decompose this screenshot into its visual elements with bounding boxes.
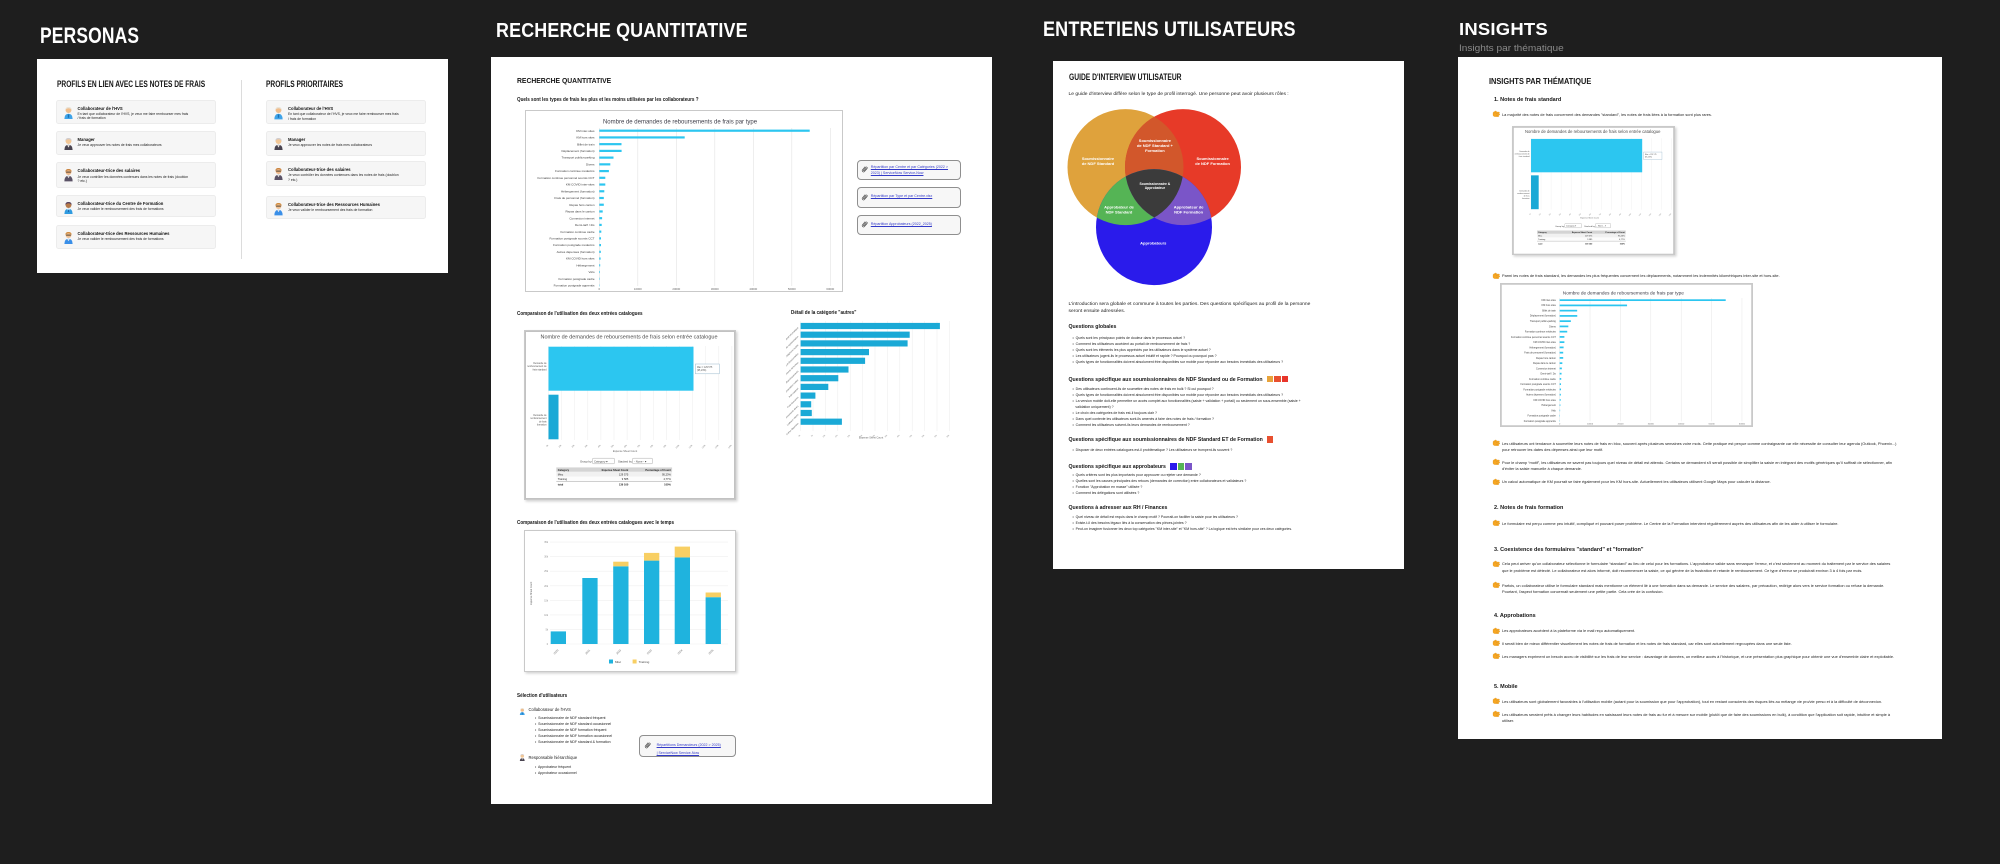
svg-text:30k: 30k bbox=[872, 435, 876, 439]
svg-text:2024: 2024 bbox=[676, 647, 683, 654]
svg-text:Soumissionnaire &: Soumissionnaire & bbox=[1140, 182, 1171, 186]
svg-text:60k: 60k bbox=[947, 435, 951, 439]
svg-text:55k: 55k bbox=[934, 435, 938, 439]
svg-text:Expense Sheet Count: Expense Sheet Count bbox=[859, 437, 884, 440]
svg-text:Approbateur de: Approbateur de bbox=[1174, 205, 1205, 210]
svg-text:40k: 40k bbox=[897, 435, 901, 439]
svg-text:35k: 35k bbox=[544, 542, 549, 544]
svg-text:30k: 30k bbox=[544, 556, 549, 558]
svg-text:0k: 0k bbox=[798, 435, 801, 438]
svg-text:NDF Formation: NDF Formation bbox=[1174, 210, 1203, 215]
svg-text:Soumissionnaire: Soumissionnaire bbox=[1139, 138, 1172, 143]
svg-text:5k: 5k bbox=[545, 629, 548, 631]
svg-text:15k: 15k bbox=[544, 600, 549, 602]
svg-text:2022: 2022 bbox=[615, 647, 622, 654]
svg-text:5k: 5k bbox=[811, 435, 814, 438]
svg-text:Expense Sheet Count: Expense Sheet Count bbox=[530, 581, 533, 605]
svg-text:2025: 2025 bbox=[707, 647, 714, 654]
svg-text:50k: 50k bbox=[922, 435, 926, 439]
svg-text:de NDF Standard +: de NDF Standard + bbox=[1137, 143, 1174, 148]
svg-text:10k: 10k bbox=[544, 614, 549, 616]
svg-text:45k: 45k bbox=[909, 435, 913, 439]
svg-text:0: 0 bbox=[546, 644, 548, 646]
svg-text:Formation: Formation bbox=[1145, 148, 1165, 153]
svg-text:25k: 25k bbox=[544, 571, 549, 573]
svg-text:Approbateurs: Approbateurs bbox=[1140, 241, 1167, 246]
svg-text:de NDF Formation: de NDF Formation bbox=[1195, 161, 1230, 166]
svg-text:de NDF Standard: de NDF Standard bbox=[1082, 161, 1115, 166]
svg-text:Misc: Misc bbox=[615, 659, 622, 663]
svg-text:15k: 15k bbox=[835, 435, 839, 439]
svg-text:2020: 2020 bbox=[552, 647, 559, 654]
svg-text:Soumissionnaire: Soumissionnaire bbox=[1082, 156, 1115, 161]
svg-text:Soumissionnaire: Soumissionnaire bbox=[1196, 156, 1229, 161]
svg-text:25k: 25k bbox=[860, 435, 864, 439]
svg-text:Training: Training bbox=[638, 659, 649, 663]
svg-text:2021: 2021 bbox=[584, 647, 591, 654]
svg-text:Approbateur: Approbateur bbox=[1145, 186, 1166, 190]
svg-text:20k: 20k bbox=[847, 435, 851, 439]
svg-text:NDF Standard: NDF Standard bbox=[1106, 210, 1133, 215]
svg-text:Petit matériel: Petit matériel bbox=[788, 387, 800, 399]
svg-text:2023: 2023 bbox=[645, 647, 652, 654]
svg-text:10k: 10k bbox=[823, 435, 827, 439]
svg-text:20k: 20k bbox=[544, 585, 549, 587]
svg-text:35k: 35k bbox=[885, 435, 889, 439]
svg-text:Approbateur de: Approbateur de bbox=[1104, 205, 1135, 210]
